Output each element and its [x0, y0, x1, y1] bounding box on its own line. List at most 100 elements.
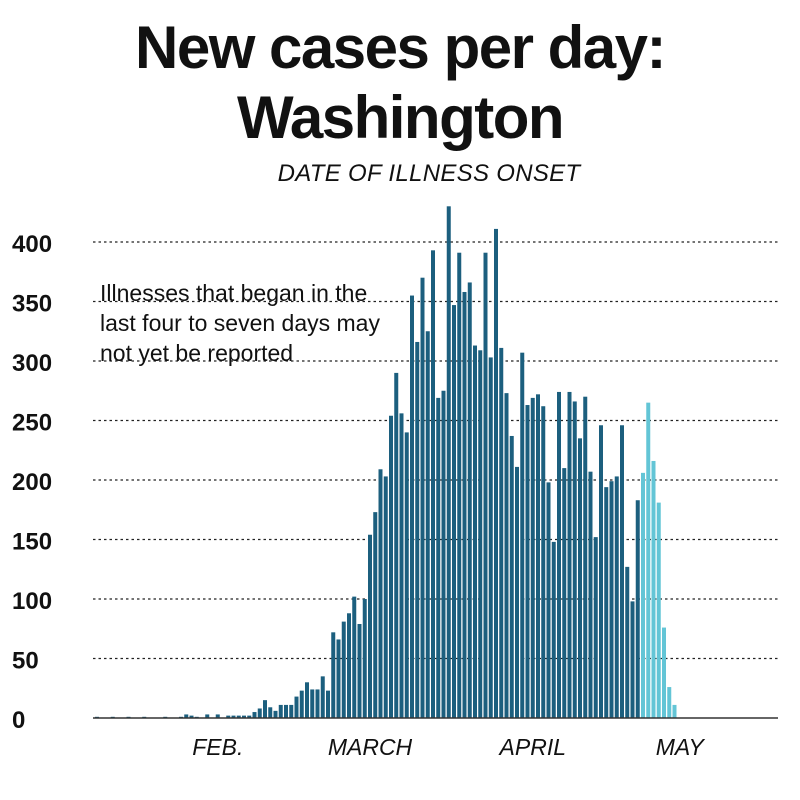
bar-reported	[504, 393, 509, 718]
bar-reported	[226, 715, 231, 718]
bar-reported	[425, 331, 430, 718]
bar-reported	[593, 537, 598, 718]
bar-reported	[278, 704, 283, 718]
y-tick-label: 150	[12, 529, 52, 556]
bar-reported	[530, 397, 535, 718]
bar-reported	[515, 466, 519, 718]
y-tick-label: 400	[12, 231, 52, 258]
bar-reported	[609, 481, 614, 718]
bar-reported	[189, 715, 194, 718]
bar-reported	[389, 415, 393, 718]
bar-reported	[551, 541, 556, 718]
bar-reported	[588, 471, 593, 718]
bar-reported	[520, 352, 525, 718]
bar-reported	[231, 715, 236, 718]
bar-incomplete	[646, 402, 651, 718]
bar-reported	[352, 596, 357, 718]
bar-reported	[488, 357, 493, 718]
bar-reported	[599, 425, 603, 718]
bar-reported	[315, 689, 320, 718]
bar-reported	[572, 401, 577, 718]
bar-reported	[483, 252, 488, 718]
bar-reported	[431, 250, 435, 718]
bar-reported	[378, 469, 383, 718]
bar-reported	[331, 632, 336, 718]
bar-reported	[268, 707, 273, 718]
bar-reported	[404, 432, 409, 718]
bar-reported	[452, 305, 456, 718]
bar-reported	[310, 689, 315, 718]
bar-reported	[263, 700, 267, 718]
bar-reported	[320, 676, 325, 718]
y-tick-label: 100	[12, 588, 52, 615]
y-tick-label: 300	[12, 350, 52, 377]
bar-reported	[252, 712, 257, 718]
chart-annotation: Illnesses that began in the last four to…	[100, 280, 380, 366]
bar-incomplete	[641, 472, 645, 718]
y-axis-ticks: 400 350 300 250 200 150 100 50 0	[12, 231, 52, 734]
bar-reported	[242, 715, 246, 718]
bar-reported	[415, 341, 420, 718]
bar-reported	[410, 295, 414, 718]
bar-reported	[341, 621, 346, 718]
bar-reported	[284, 704, 288, 718]
chart-title-line-2: Washington	[236, 84, 565, 151]
bar-reported	[467, 282, 472, 718]
x-tick-label: FEB.	[192, 734, 243, 760]
bar-reported	[420, 277, 425, 718]
bar-reported	[478, 350, 483, 718]
bar-reported	[373, 512, 378, 718]
bar-reported	[509, 435, 514, 718]
bar-reported	[383, 476, 388, 718]
bar-reported	[557, 391, 561, 718]
x-tick-label: MAY	[656, 734, 706, 760]
bar-reported	[614, 476, 619, 718]
bar-incomplete	[651, 460, 656, 718]
chart-subtitle: DATE OF ILLNESS ONSET	[277, 160, 581, 187]
bar-reported	[457, 252, 462, 718]
bar-reported	[441, 390, 446, 718]
bar-incomplete	[672, 704, 677, 718]
x-tick-label: MARCH	[328, 734, 413, 760]
bar-reported	[536, 394, 540, 718]
bar-reported	[620, 425, 624, 718]
bar-reported	[635, 500, 640, 718]
bar-reported	[462, 291, 467, 718]
y-tick-label: 250	[12, 410, 52, 437]
bar-reported	[205, 714, 210, 718]
bar-reported	[362, 599, 367, 718]
bar-reported	[294, 696, 299, 718]
bar-reported	[236, 715, 241, 718]
bar-reported	[299, 690, 304, 718]
y-tick-label: 0	[12, 707, 25, 734]
bar-incomplete	[656, 502, 661, 718]
bar-reported	[326, 690, 330, 718]
bar-reported	[436, 397, 441, 718]
bar-reported	[578, 438, 582, 718]
bar-reported	[494, 228, 498, 718]
bar-reported	[357, 623, 362, 718]
bar-reported	[625, 566, 630, 718]
bar-reported	[394, 372, 399, 718]
bar-reported	[499, 347, 504, 718]
bar-reported	[336, 639, 341, 718]
bar-reported	[399, 413, 404, 718]
y-tick-label: 200	[12, 469, 52, 496]
bar-reported	[630, 601, 635, 718]
y-tick-label: 350	[12, 291, 52, 318]
bar-reported	[567, 391, 572, 718]
bar-reported	[604, 487, 609, 718]
bar-reported	[562, 468, 567, 718]
x-axis-ticks: FEB. MARCH APRIL MAY	[192, 734, 705, 760]
bar-incomplete	[662, 627, 666, 718]
bar-reported	[215, 714, 220, 718]
bar-reported	[446, 206, 451, 719]
x-tick-label: APRIL	[498, 734, 566, 760]
y-tick-label: 50	[12, 648, 39, 675]
bar-reported	[184, 714, 189, 718]
bar-incomplete	[667, 687, 672, 718]
bar-reported	[525, 405, 530, 718]
gridlines	[93, 241, 778, 660]
bar-reported	[347, 613, 351, 718]
